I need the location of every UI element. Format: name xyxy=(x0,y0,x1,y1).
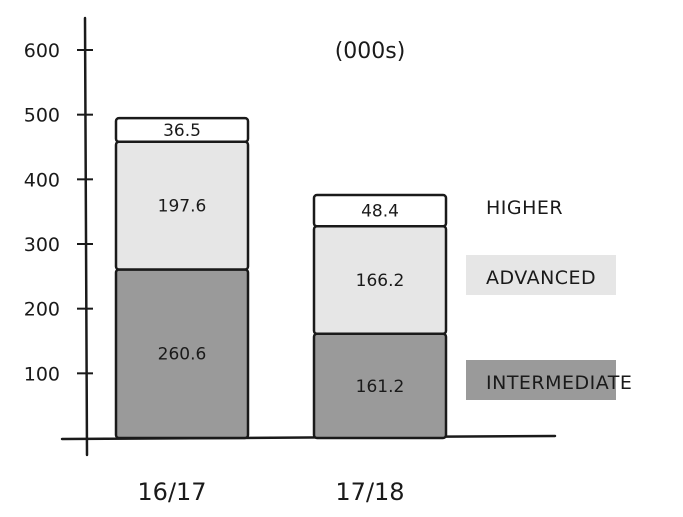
legend-swatch xyxy=(466,255,616,295)
y-tick-label: 600 xyxy=(24,40,60,62)
bar-value-label: 161.2 xyxy=(356,377,405,397)
legend-swatch xyxy=(466,360,616,400)
bar-segment xyxy=(114,116,250,143)
legend-label: HIGHER xyxy=(486,197,563,219)
bar-value-label: 197.6 xyxy=(158,197,207,217)
y-tick-label: 300 xyxy=(24,234,60,256)
category-label: 16/17 xyxy=(137,478,206,506)
legend-label: INTERMEDIATE xyxy=(486,372,632,394)
legend-label: ADVANCED xyxy=(486,267,596,289)
category-label: 17/18 xyxy=(335,478,404,506)
bar-value-label: 260.6 xyxy=(158,345,207,365)
y-tick-label: 400 xyxy=(24,169,60,191)
bar-segment xyxy=(312,193,448,228)
y-tick-label: 100 xyxy=(24,363,60,385)
bar-value-label: 166.2 xyxy=(356,271,405,291)
y-axis-line xyxy=(83,16,89,457)
y-tick-label: 500 xyxy=(24,105,60,127)
bar-value-label: 36.5 xyxy=(163,121,201,141)
unit-note: (000s) xyxy=(335,39,406,64)
bar-value-label: 48.4 xyxy=(361,202,399,222)
y-tick-label: 200 xyxy=(24,299,60,321)
